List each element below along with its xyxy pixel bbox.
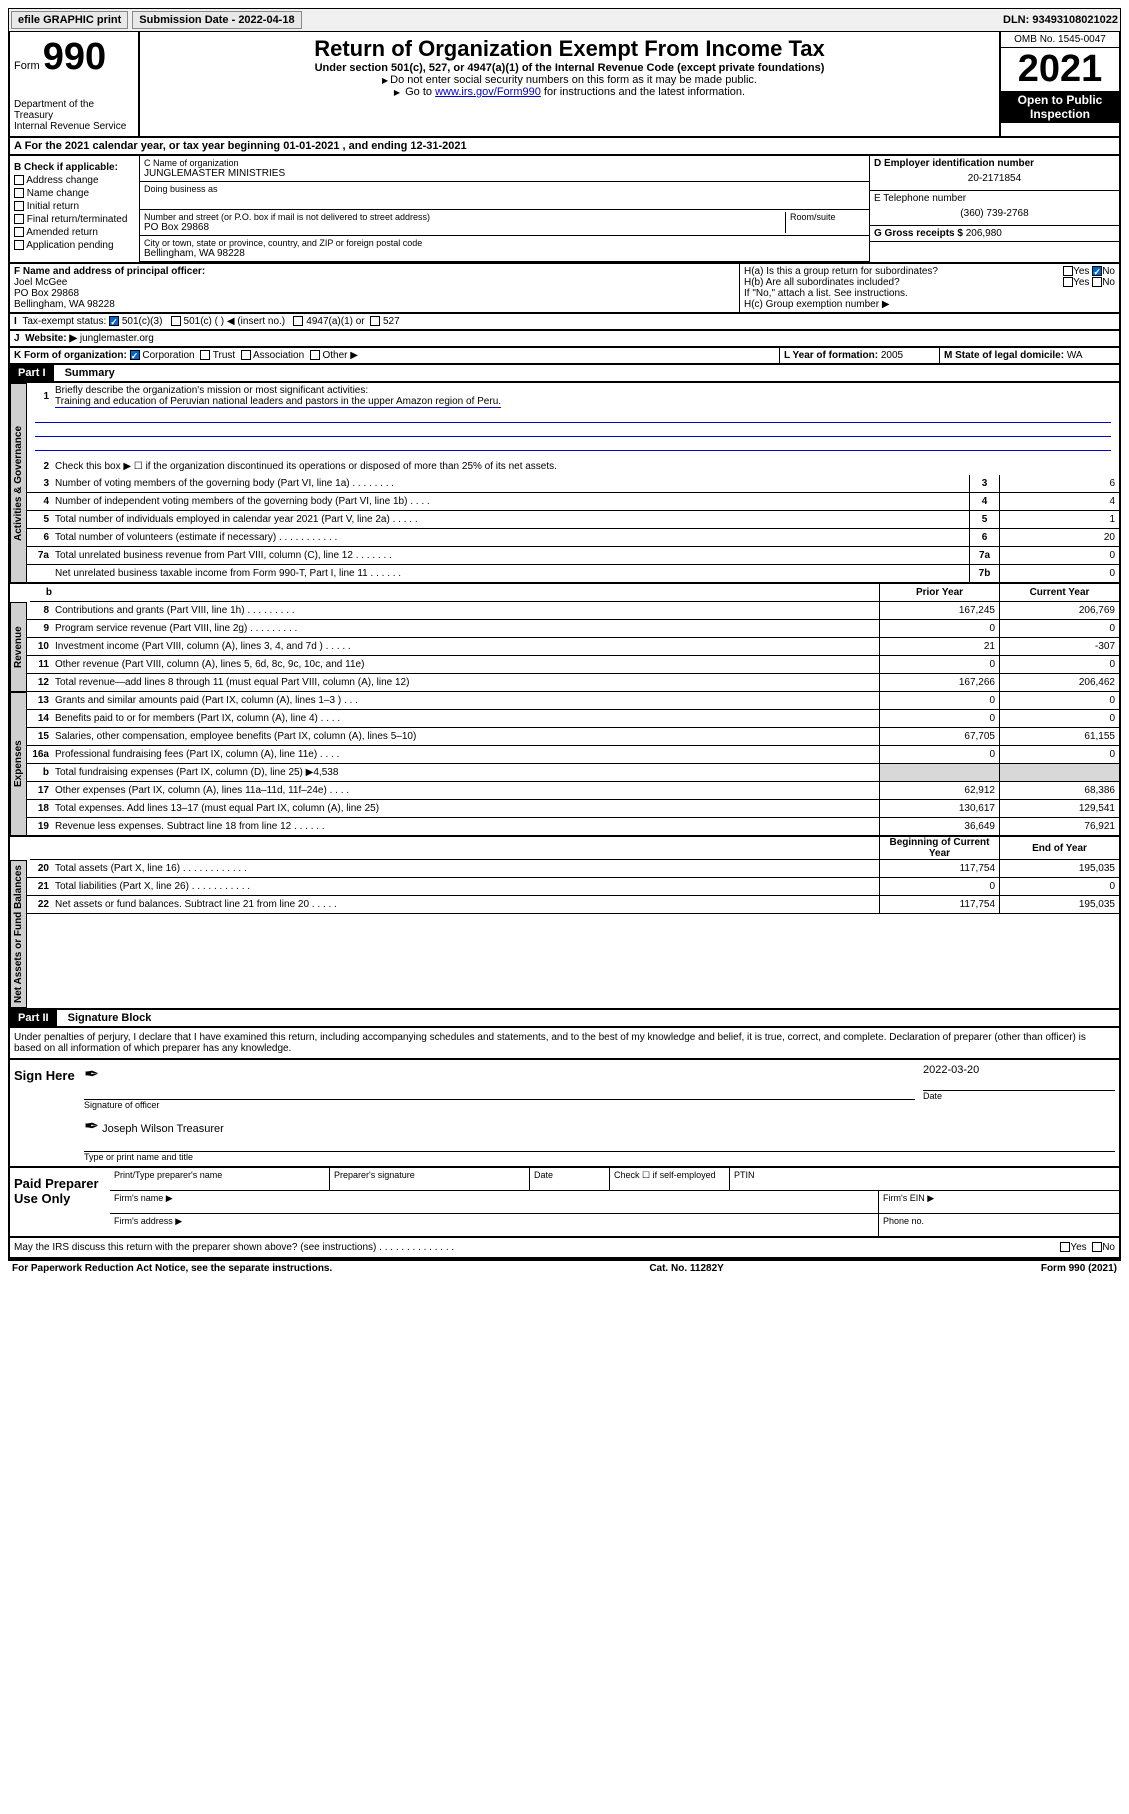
- tab-governance: Activities & Governance: [10, 383, 27, 583]
- org-name: JUNGLEMASTER MINISTRIES: [144, 168, 865, 179]
- table-row: 10 Investment income (Part VIII, column …: [27, 638, 1119, 656]
- part1-revenue: Revenue 8 Contributions and grants (Part…: [8, 602, 1121, 692]
- form-number: 990: [43, 36, 106, 78]
- part1-expenses: Expenses 13 Grants and similar amounts p…: [8, 692, 1121, 836]
- org-city: Bellingham, WA 98228: [144, 248, 865, 259]
- table-row: 22 Net assets or fund balances. Subtract…: [27, 896, 1119, 914]
- table-row: 19 Revenue less expenses. Subtract line …: [27, 818, 1119, 836]
- table-row: 12 Total revenue—add lines 8 through 11 …: [27, 674, 1119, 692]
- table-row: 13 Grants and similar amounts paid (Part…: [27, 692, 1119, 710]
- part1-header: Part I: [10, 365, 54, 381]
- section-f-h: F Name and address of principal officer:…: [8, 264, 1121, 314]
- table-row: 9 Program service revenue (Part VIII, li…: [27, 620, 1119, 638]
- section-k-l-m: K Form of organization: Corporation Trus…: [8, 348, 1121, 365]
- col-prior-year: Prior Year: [879, 584, 999, 601]
- table-row: 17 Other expenses (Part IX, column (A), …: [27, 782, 1119, 800]
- 501c3-checkbox: [109, 316, 119, 326]
- dln-label: DLN: 93493108021022: [1003, 14, 1118, 26]
- col-begin-year: Beginning of Current Year: [879, 837, 999, 859]
- section-i-j: I Tax-exempt status: 501(c)(3) 501(c) ( …: [8, 314, 1121, 331]
- submission-date: Submission Date - 2022-04-18: [132, 11, 301, 29]
- col-current-year: Current Year: [999, 584, 1119, 601]
- table-row: 7a Total unrelated business revenue from…: [27, 547, 1119, 565]
- discuss-row: May the IRS discuss this return with the…: [8, 1238, 1121, 1259]
- table-row: 5 Total number of individuals employed i…: [27, 511, 1119, 529]
- irs-link[interactable]: www.irs.gov/Form990: [435, 86, 541, 98]
- ein-value: 20-2171854: [874, 169, 1115, 188]
- officer-name-title: Joseph Wilson Treasurer: [102, 1123, 224, 1135]
- paid-preparer-block: Paid Preparer Use Only Print/Type prepar…: [8, 1168, 1121, 1238]
- col-end-year: End of Year: [999, 837, 1119, 859]
- perjury-statement: Under penalties of perjury, I declare th…: [8, 1028, 1121, 1060]
- state-domicile: WA: [1067, 350, 1083, 361]
- table-row: 16a Professional fundraising fees (Part …: [27, 746, 1119, 764]
- form-title: Return of Organization Exempt From Incom…: [144, 36, 995, 62]
- mission-text: Training and education of Peruvian natio…: [55, 396, 501, 408]
- officer-name: Joel McGee: [14, 277, 735, 288]
- tab-revenue: Revenue: [10, 602, 27, 692]
- website-value: junglemaster.org: [80, 333, 154, 344]
- section-c: C Name of organization JUNGLEMASTER MINI…: [140, 156, 869, 262]
- phone-value: (360) 739-2768: [874, 204, 1115, 223]
- tax-year: 2021: [1001, 48, 1119, 91]
- page-footer: For Paperwork Reduction Act Notice, see …: [8, 1259, 1121, 1276]
- part1-governance: Activities & Governance 1 Briefly descri…: [8, 383, 1121, 583]
- table-row: 14 Benefits paid to or for members (Part…: [27, 710, 1119, 728]
- table-row: 4 Number of independent voting members o…: [27, 493, 1119, 511]
- note-link: Go to www.irs.gov/Form990 for instructio…: [144, 86, 995, 98]
- form-word: Form: [14, 60, 40, 72]
- form-header: Form 990 Department of the Treasury Inte…: [8, 32, 1121, 138]
- table-row: 8 Contributions and grants (Part VIII, l…: [27, 602, 1119, 620]
- part2-title: Signature Block: [68, 1012, 152, 1024]
- table-row: 11 Other revenue (Part VIII, column (A),…: [27, 656, 1119, 674]
- sign-here-block: Sign Here ✒ Signature of officer 2022-03…: [8, 1060, 1121, 1168]
- sig-date-value: 2022-03-20: [923, 1064, 1115, 1076]
- part2-header: Part II: [10, 1010, 57, 1026]
- dept-label: Department of the Treasury Internal Reve…: [14, 99, 134, 132]
- open-inspection: Open to Public Inspection: [1001, 91, 1119, 123]
- part1-title: Summary: [65, 367, 115, 379]
- tab-netassets: Net Assets or Fund Balances: [10, 860, 27, 1008]
- table-row: Net unrelated business taxable income fr…: [27, 565, 1119, 583]
- table-row: 15 Salaries, other compensation, employe…: [27, 728, 1119, 746]
- year-formation: 2005: [881, 350, 903, 361]
- table-row: 3 Number of voting members of the govern…: [27, 475, 1119, 493]
- table-row: 6 Total number of volunteers (estimate i…: [27, 529, 1119, 547]
- table-row: 21 Total liabilities (Part X, line 26) .…: [27, 878, 1119, 896]
- info-block: B Check if applicable: Address change Na…: [8, 156, 1121, 264]
- section-b: B Check if applicable: Address change Na…: [10, 156, 140, 262]
- efile-button[interactable]: efile GRAPHIC print: [11, 11, 128, 29]
- section-j: J Website: ▶ junglemaster.org: [8, 331, 1121, 348]
- part1-netassets: Net Assets or Fund Balances 20 Total ass…: [8, 860, 1121, 1010]
- table-row: 18 Total expenses. Add lines 13–17 (must…: [27, 800, 1119, 818]
- org-address: PO Box 29868: [144, 222, 785, 233]
- table-row: 20 Total assets (Part X, line 16) . . . …: [27, 860, 1119, 878]
- table-row: b Total fundraising expenses (Part IX, c…: [27, 764, 1119, 782]
- tab-expenses: Expenses: [10, 692, 27, 836]
- gross-receipts: 206,980: [966, 228, 1002, 239]
- omb-number: OMB No. 1545-0047: [1001, 32, 1119, 48]
- section-d: D Employer identification number 20-2171…: [869, 156, 1119, 262]
- note-ssn: Do not enter social security numbers on …: [144, 74, 995, 86]
- form-subtitle: Under section 501(c), 527, or 4947(a)(1)…: [144, 62, 995, 74]
- top-toolbar: efile GRAPHIC print Submission Date - 20…: [8, 8, 1121, 32]
- row-a-period: A For the 2021 calendar year, or tax yea…: [8, 138, 1121, 156]
